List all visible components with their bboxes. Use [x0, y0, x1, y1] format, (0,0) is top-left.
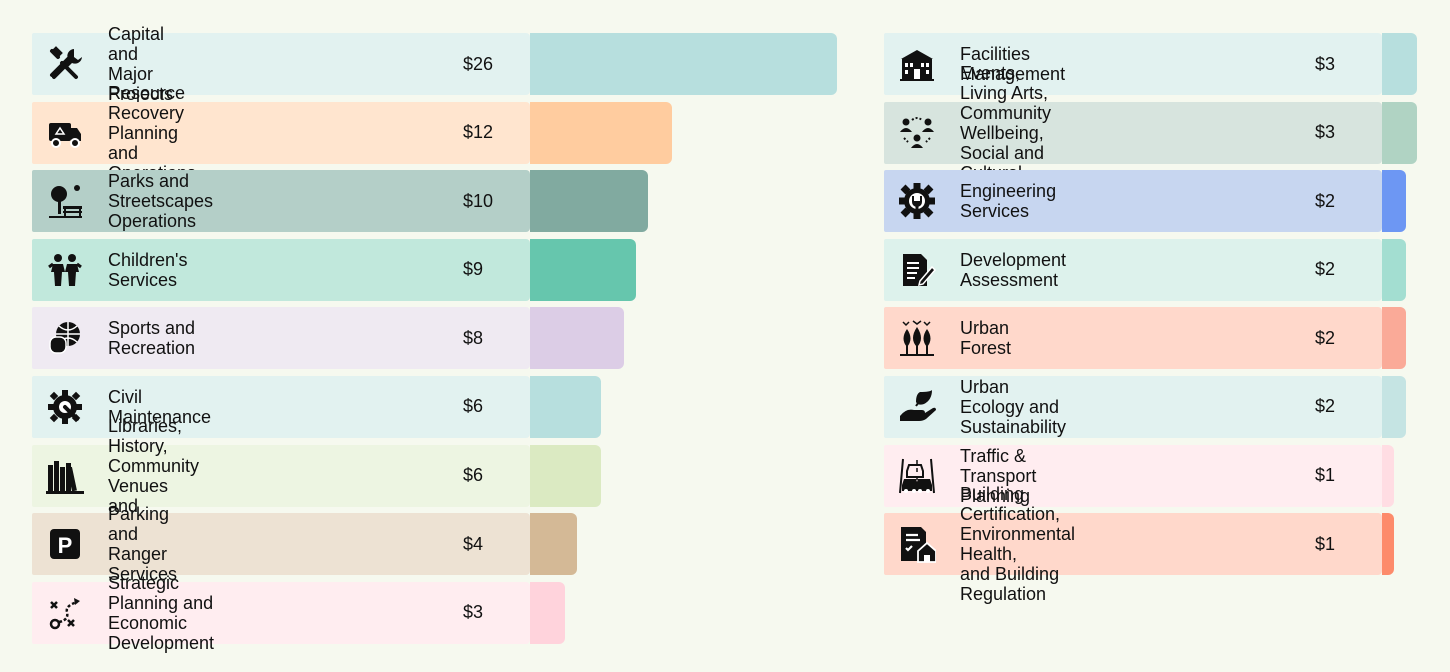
traffic-icon	[898, 457, 936, 495]
bar-background	[32, 375, 530, 438]
bar-urban-ecology-and-sustainability	[1382, 375, 1406, 438]
bar-label: Traffic & Transport Planning	[960, 445, 1037, 506]
bar-background	[32, 307, 530, 370]
bar-label: Engineering Services	[960, 181, 1057, 222]
bar-value-label: $1	[1315, 465, 1336, 486]
park-bench-icon	[46, 182, 84, 220]
children-icon	[46, 251, 84, 289]
bar-parks-and-streetscapes-operations	[530, 170, 648, 233]
bar-background	[32, 581, 530, 644]
sports-icon	[46, 319, 84, 357]
bar-background	[884, 33, 1382, 95]
bar-label: Sports and Recreation	[108, 318, 196, 359]
bar-label: Resource Recovery Planning and Operation…	[108, 83, 196, 183]
bar-parking-and-ranger-services	[530, 513, 578, 576]
bar-capital-and-major-projects	[530, 33, 837, 95]
bar-development-assessment	[1382, 238, 1406, 301]
bar-value-label: $2	[1315, 327, 1336, 348]
bar-label: Libraries, History, Community Venues and…	[108, 416, 200, 536]
bar-background	[32, 513, 530, 576]
bar-value-label: $6	[463, 465, 484, 486]
bar-value-label: $6	[463, 396, 484, 417]
bar-label: Capital and Major Projects	[108, 24, 174, 104]
bar-background	[32, 444, 530, 507]
bar-value-label: $3	[1315, 53, 1336, 74]
engineering-gear-icon	[898, 182, 936, 220]
bar-civil-maintenance	[530, 375, 601, 438]
bar-value-label: $2	[1315, 259, 1336, 280]
bar-background	[884, 238, 1382, 301]
bar-value-label: $2	[1315, 396, 1336, 417]
community-icon	[898, 114, 936, 152]
bar-label: Strategic Planning and Economic Developm…	[108, 572, 215, 653]
gear-wrench-icon	[46, 388, 84, 426]
bar-background	[884, 101, 1382, 164]
bar-libraries-history-community-venues-and-centres	[530, 444, 601, 507]
bar-background	[32, 101, 530, 164]
bar-facilities-management	[1382, 33, 1418, 95]
parking-icon: P	[46, 525, 84, 563]
bar-background	[884, 375, 1382, 438]
bar-background	[884, 513, 1382, 576]
bar-value-label: $9	[463, 259, 484, 280]
bar-label: Building Certification, Environmental He…	[960, 484, 1076, 605]
bar-label: Events, Living Arts, Community Wellbeing…	[960, 63, 1052, 203]
bar-label: Children's Services	[108, 249, 188, 290]
bar-background	[884, 307, 1382, 370]
bar-events-living-arts-community-wellbeing-social-and-cultural-planning	[1382, 101, 1418, 164]
bar-children-s-services	[530, 238, 637, 301]
bar-value-label: $1	[1315, 533, 1336, 554]
bar-building-certification-environmental-health-and-building-regulation	[1382, 513, 1394, 576]
recycling-truck-icon	[46, 114, 84, 152]
bar-value-label: $3	[1315, 122, 1336, 143]
bar-background	[884, 444, 1382, 507]
bar-value-label: $3	[463, 602, 484, 623]
bar-label: Parks and Streetscapes Operations	[108, 171, 214, 232]
bar-value-label: $26	[463, 53, 494, 74]
bar-label: Civil Maintenance	[108, 386, 212, 427]
bar-resource-recovery-planning-and-operations	[530, 101, 672, 164]
document-edit-icon	[898, 251, 936, 289]
hand-leaf-icon	[898, 388, 936, 426]
bar-sports-and-recreation	[530, 307, 625, 370]
bar-value-label: $2	[1315, 190, 1336, 211]
building-icon	[898, 45, 936, 83]
bar-label: Urban Ecology and Sustainability	[960, 376, 1067, 437]
bar-value-label: $8	[463, 327, 484, 348]
certification-icon	[898, 525, 936, 564]
bar-label: Development Assessment	[960, 249, 1067, 290]
bar-value-label: $12	[463, 122, 494, 143]
bar-background	[884, 170, 1382, 233]
bar-label: Parking and Ranger Services	[108, 504, 178, 585]
bar-background	[32, 170, 530, 233]
bar-traffic-transport-planning	[1382, 444, 1394, 507]
bar-value-label: $4	[463, 533, 484, 554]
bar-background	[32, 33, 530, 95]
bar-urban-forest	[1382, 307, 1406, 370]
bar-label: Urban Forest	[960, 318, 1012, 359]
tools-icon	[46, 45, 84, 83]
bar-label: Facilities Management	[960, 44, 1066, 84]
svg-text:P: P	[58, 533, 73, 558]
bar-background	[32, 238, 530, 301]
bar-strategic-planning-and-economic-development	[530, 581, 566, 644]
strategy-icon	[46, 594, 84, 632]
bar-engineering-services	[1382, 170, 1406, 233]
trees-icon	[898, 319, 936, 357]
books-icon	[46, 457, 84, 495]
bar-value-label: $10	[463, 190, 494, 211]
